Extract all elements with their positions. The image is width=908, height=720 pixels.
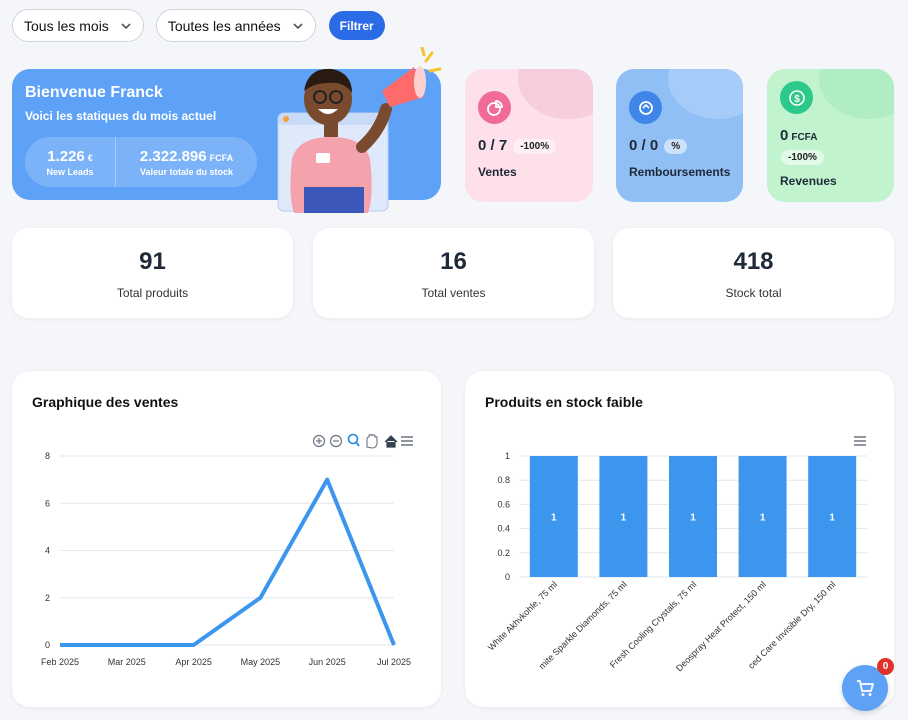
- selection-zoom-icon[interactable]: [347, 433, 360, 447]
- bar: [529, 456, 578, 577]
- refunds-change-badge: %: [664, 138, 688, 154]
- kpi-label: Total ventes: [421, 286, 486, 300]
- pan-hand-icon[interactable]: [366, 434, 378, 449]
- data-label: 1: [760, 513, 766, 524]
- card-decoration: [819, 69, 894, 119]
- revenue-value: 0: [780, 127, 789, 144]
- dollar-icon: $: [780, 81, 813, 114]
- sales-chart-panel: Graphique des ventes 0 2 4 6 8 Feb 2025 Mar 20…: [12, 371, 441, 707]
- sales-change-badge: -100%: [513, 138, 557, 154]
- refunds-card: 0 / 0% Remboursements: [616, 69, 743, 202]
- welcome-card: Bienvenue Franck Voici les statiques du …: [12, 47, 442, 213]
- kpi-total-sales: 16 Total ventes: [313, 228, 594, 318]
- sales-chart-title: Graphique des ventes: [32, 394, 179, 410]
- bar: [599, 456, 648, 577]
- megaphone-person-illustration: [277, 47, 442, 213]
- refunds-value: 0 / 0: [629, 137, 659, 154]
- kpi-stock-total: 418 Stock total: [613, 228, 894, 318]
- leads-stat: 1.226 € New Leads: [25, 137, 115, 187]
- kpi-label: Total produits: [116, 286, 189, 300]
- cart-count-badge: 0: [877, 658, 894, 675]
- svg-text:$: $: [794, 94, 800, 105]
- stock-chart-title: Produits en stock faible: [485, 394, 643, 410]
- x-tick-label: Feb 2025: [41, 657, 79, 667]
- welcome-stats: 1.226 € New Leads 2.322.896 FCFA Valeur to…: [25, 137, 257, 187]
- y-tick-label: 4: [45, 546, 50, 556]
- cart-icon: [857, 680, 874, 696]
- stock-value-label: Valeur totale du stock: [139, 166, 234, 177]
- bar: [808, 456, 857, 577]
- y-tick-label: 0: [45, 640, 50, 650]
- bar: [738, 456, 787, 577]
- chart-toolbar: [312, 433, 413, 449]
- reset-home-icon[interactable]: [384, 435, 398, 448]
- leads-unit: €: [87, 152, 93, 163]
- sales-line-chart: 0 2 4 6 8 Feb 2025 Mar 2025 Apr 2025 May 2025 Jun…: [41, 433, 413, 667]
- sales-label: Ventes: [478, 165, 517, 179]
- stock-value-stat: 2.322.896 FCFA Valeur totale du stock: [115, 137, 257, 187]
- series-line: [60, 477, 396, 647]
- y-tick-label: 0.8: [497, 475, 510, 485]
- zoom-in-icon[interactable]: [312, 434, 326, 448]
- revenue-card: $ 0 FCFA -100% Revenues: [767, 69, 894, 202]
- month-select-value: Tous les mois: [24, 17, 109, 34]
- zoom-out-icon[interactable]: [329, 434, 343, 448]
- kpi-value: 418: [733, 248, 774, 275]
- y-tick-label: 1: [505, 451, 510, 461]
- menu-icon[interactable]: [401, 436, 413, 446]
- welcome-subtitle: Voici les statiques du mois actuel: [25, 109, 217, 123]
- revenue-label: Revenues: [780, 174, 837, 188]
- filter-bar: Tous les mois Toutes les années Filtrer: [12, 9, 385, 42]
- leads-value: 1.226: [47, 147, 85, 165]
- kpi-value: 16: [440, 248, 467, 275]
- y-tick-label: 0.2: [497, 548, 510, 558]
- data-label: 1: [829, 513, 835, 524]
- y-tick-label: 0.6: [497, 499, 510, 509]
- stock-value: 2.322.896: [139, 147, 207, 165]
- refunds-label: Remboursements: [629, 165, 731, 179]
- kpi-label: Stock total: [725, 286, 782, 300]
- data-label: 1: [551, 513, 557, 524]
- chevron-down-icon: [293, 22, 303, 29]
- y-tick-label: 6: [45, 498, 50, 508]
- refresh-icon: [629, 91, 662, 124]
- x-tick-label: Apr 2025: [175, 657, 212, 667]
- stock-unit: FCFA: [209, 152, 234, 163]
- revenue-unit: FCFA: [791, 132, 818, 143]
- y-tick-label: 2: [45, 593, 50, 603]
- month-select[interactable]: Tous les mois: [12, 9, 144, 42]
- x-tick-label: Mar 2025: [108, 657, 146, 667]
- chevron-down-icon: [121, 22, 131, 29]
- card-decoration: [668, 69, 743, 119]
- filter-button[interactable]: Filtrer: [328, 11, 385, 40]
- menu-icon[interactable]: [854, 436, 866, 446]
- sales-value: 0 / 7: [478, 137, 508, 154]
- data-label: 1: [690, 513, 696, 524]
- welcome-title: Bienvenue Franck: [25, 84, 163, 101]
- y-tick-label: 8: [45, 451, 50, 461]
- data-label: 1: [621, 513, 627, 524]
- kpi-total-products: 91 Total produits: [12, 228, 293, 318]
- x-tick-label: Jun 2025: [309, 657, 346, 667]
- leads-label: New Leads: [46, 166, 94, 177]
- year-select-value: Toutes les années: [167, 17, 281, 34]
- card-decoration: [518, 69, 593, 119]
- year-select[interactable]: Toutes les années: [155, 9, 316, 42]
- x-tick-label: May 2025: [241, 657, 281, 667]
- y-tick-label: 0: [505, 572, 510, 582]
- x-tick-label: White Akhvkohle, 75 ml: [486, 579, 559, 652]
- y-tick-label: 0.4: [497, 524, 510, 534]
- stock-chart-panel: Produits en stock faible 0 0.2 0.4 0.6 0.8 1 1…: [465, 371, 894, 707]
- bar: [669, 456, 717, 577]
- kpi-value: 91: [139, 248, 166, 275]
- x-tick-label: Jul 2025: [377, 657, 411, 667]
- revenue-change-badge: -100%: [781, 150, 824, 166]
- sales-card: 0 / 7 -100% Ventes: [465, 69, 593, 202]
- pie-chart-icon: [478, 91, 511, 124]
